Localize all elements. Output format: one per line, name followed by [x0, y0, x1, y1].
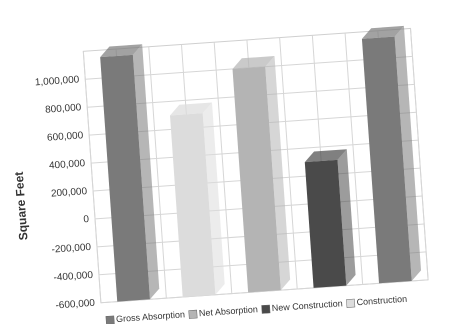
legend-swatch: [261, 304, 271, 314]
legend-swatch: [346, 298, 356, 308]
vertical-grid-line: [279, 37, 298, 290]
plot: Square Feet -600,000 -400,000 -200,000 0 200…: [12, 25, 429, 324]
bar-side: [265, 56, 291, 291]
y-tick-label: 1,000,000: [35, 74, 81, 88]
y-axis-label: Square Feet: [12, 171, 31, 241]
y-tick-label: -400,000: [53, 270, 94, 284]
bar: [100, 54, 150, 302]
bar: [232, 66, 281, 293]
vertical-grid-line: [213, 42, 233, 294]
y-tick-label: 400,000: [49, 158, 86, 172]
legend-label: Net Absorption: [199, 304, 259, 318]
y-tick-label: -200,000: [51, 242, 92, 256]
vertical-grid-line: [410, 28, 429, 280]
legend-swatch: [188, 309, 198, 319]
bar-top: [361, 25, 404, 39]
bar-top: [100, 44, 143, 58]
bar: [361, 36, 412, 284]
bar-top: [232, 56, 275, 69]
y-tick-label: 800,000: [45, 102, 82, 116]
y-tick-label: 200,000: [51, 186, 88, 200]
y-tick-label: -600,000: [55, 298, 96, 312]
bar-side: [337, 149, 356, 286]
legend-swatch: [105, 315, 115, 324]
bar-top: [304, 149, 347, 163]
y-tick-label: 600,000: [47, 130, 84, 144]
bar: [304, 159, 347, 288]
vertical-grid-line: [148, 46, 167, 299]
bar: [169, 113, 216, 298]
legend-label: New Construction: [271, 298, 343, 313]
vertical-grid-line: [344, 32, 364, 285]
legend-label: Construction: [356, 294, 407, 308]
bar-side: [394, 25, 422, 281]
bar-side: [132, 44, 160, 300]
bar-top: [169, 102, 212, 116]
y-tick-label: 0: [83, 214, 90, 225]
vertical-grid-line: [82, 51, 102, 303]
bar-side: [202, 102, 225, 295]
legend-label: Gross Absorption: [116, 309, 186, 324]
